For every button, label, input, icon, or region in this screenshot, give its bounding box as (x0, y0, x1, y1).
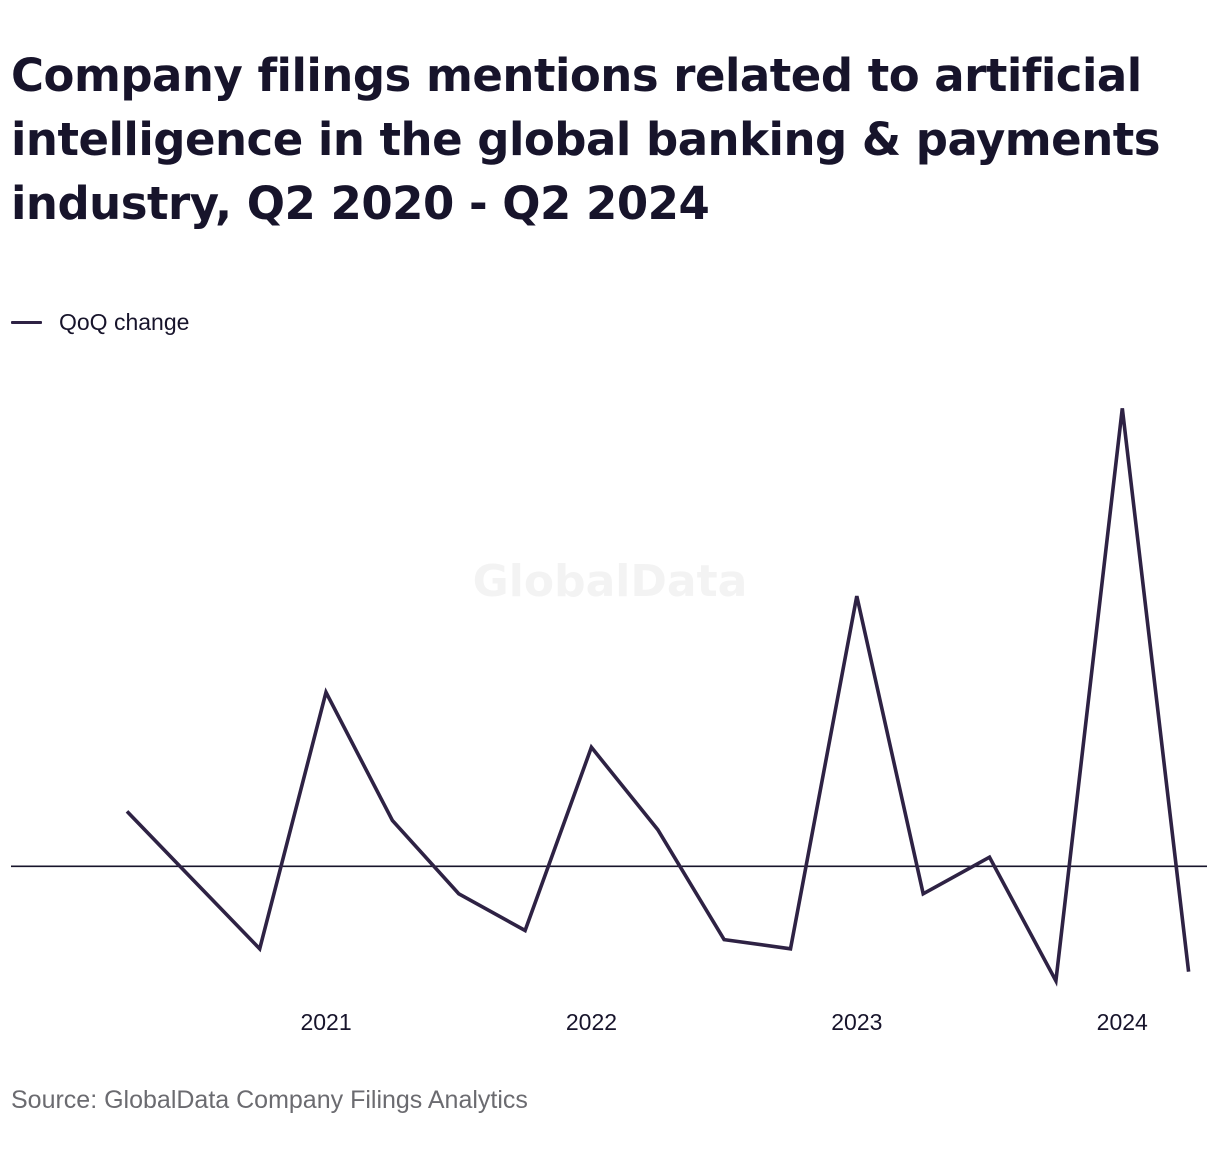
data-point-q3-2023[interactable] (984, 851, 996, 863)
data-point-q1-2023[interactable] (851, 590, 863, 602)
data-point-q1-2022[interactable] (585, 741, 597, 753)
legend-line-swatch (11, 320, 42, 324)
data-point-q2-2024[interactable] (1183, 966, 1195, 978)
data-point-q2-2021[interactable] (386, 815, 398, 827)
data-point-q2-2023[interactable] (917, 888, 929, 900)
x-tick-label-2022: 2022 (566, 1009, 617, 1035)
line-chart: GlobalData 2021 2022 2023 2024 (11, 402, 1207, 1035)
data-point-q3-2022[interactable] (718, 934, 730, 946)
data-point-q4-2020[interactable] (254, 943, 266, 955)
data-point-q4-2022[interactable] (785, 943, 797, 955)
source-note: Source: GlobalData Company Filings Analy… (11, 1086, 528, 1114)
x-tick-label-2023: 2023 (831, 1009, 882, 1035)
series-layer (121, 402, 1195, 987)
x-tick-label-2021: 2021 (300, 1009, 351, 1035)
data-point-q4-2023[interactable] (1050, 975, 1062, 987)
data-point-q2-2022[interactable] (652, 824, 664, 836)
data-point-q3-2020[interactable] (187, 874, 199, 886)
watermark-text: GlobalData (473, 556, 748, 607)
chart-title: Company filings mentions related to arti… (11, 49, 1161, 230)
data-point-q3-2021[interactable] (453, 888, 465, 900)
series-line-0 (125, 408, 1191, 987)
data-point-q4-2021[interactable] (519, 924, 531, 936)
data-point-q2-2020[interactable] (121, 805, 133, 817)
legend-label: QoQ change (59, 308, 190, 335)
data-point-q1-2021[interactable] (320, 686, 332, 698)
x-tick-label-2024: 2024 (1097, 1009, 1148, 1035)
x-axis-ticks: 2021 2022 2023 2024 (300, 1009, 1148, 1035)
data-point-q1-2024[interactable] (1116, 402, 1128, 414)
legend: QoQ change (11, 308, 189, 336)
